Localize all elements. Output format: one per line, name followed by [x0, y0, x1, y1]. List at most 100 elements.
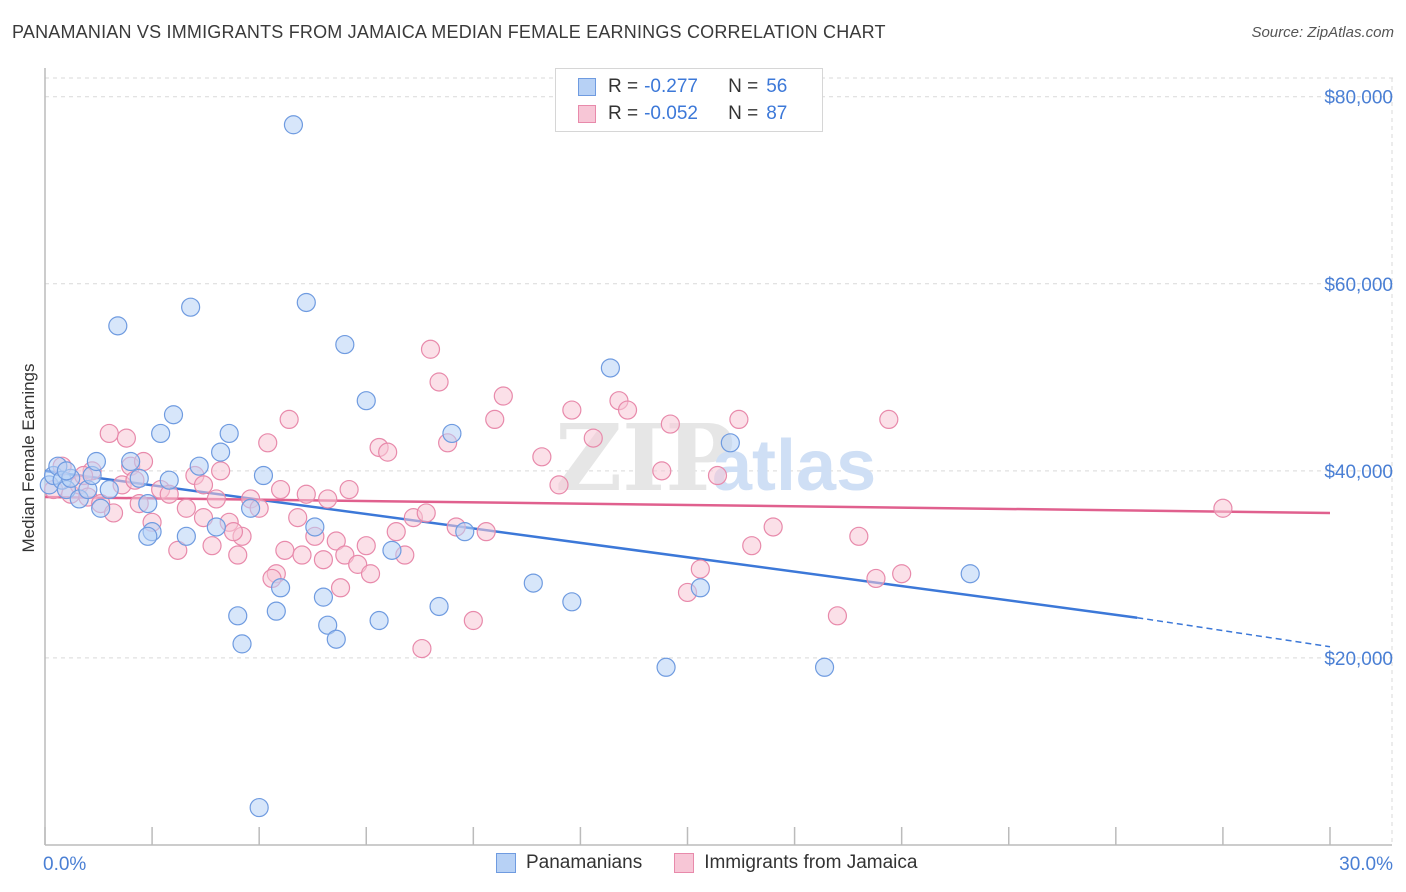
point-jamaica — [386, 522, 406, 542]
point-jamaica — [742, 536, 762, 556]
point-panamanian — [960, 564, 980, 584]
point-jamaica — [827, 606, 848, 626]
trendline-panamanians — [44, 469, 1138, 619]
point-panamanian — [313, 587, 334, 607]
point-jamaica — [463, 610, 483, 631]
point-panamanian — [249, 797, 269, 818]
point-panamanian — [232, 634, 252, 654]
point-jamaica — [339, 479, 359, 500]
stats-legend: R = -0.277 N = 56 R = -0.052 N = 87 — [555, 68, 823, 132]
point-jamaica — [288, 508, 308, 528]
point-panamanian — [121, 451, 141, 472]
y-axis-label: Median Female Earnings — [19, 364, 38, 553]
point-jamaica — [763, 517, 783, 537]
point-panamanian — [129, 468, 149, 488]
point-panamanian — [176, 526, 196, 546]
point-panamanian — [266, 601, 286, 621]
legend-row-panamanians: R = -0.277 N = 56 — [578, 75, 787, 99]
point-panamanian — [241, 498, 261, 518]
y-tick-label: $60,000 — [1324, 275, 1393, 296]
point-panamanian — [56, 461, 77, 481]
point-panamanian — [814, 657, 835, 677]
point-panamanian — [600, 358, 621, 378]
legend-item-panamanians: Panamanians — [496, 852, 642, 874]
point-panamanian — [181, 297, 201, 317]
point-jamaica — [292, 545, 312, 565]
source-label: Source: ZipAtlas.com — [1251, 24, 1394, 41]
legend-item-jamaica: Immigrants from Jamaica — [674, 852, 917, 874]
point-jamaica — [849, 526, 869, 546]
point-jamaica — [275, 540, 295, 560]
point-jamaica — [258, 433, 278, 453]
point-panamanian — [296, 292, 316, 313]
point-panamanian — [369, 610, 389, 631]
data-points — [39, 115, 1233, 818]
point-panamanian — [356, 391, 376, 411]
point-jamaica — [562, 400, 582, 420]
point-jamaica — [348, 554, 368, 574]
point-panamanian — [138, 526, 158, 546]
series-legend: Panamanians Immigrants from Jamaica — [496, 852, 949, 874]
point-jamaica — [330, 578, 351, 598]
blue-swatch — [578, 78, 596, 96]
point-jamaica — [532, 447, 552, 467]
point-jamaica — [279, 409, 299, 430]
point-jamaica — [318, 489, 338, 509]
point-jamaica — [193, 475, 214, 495]
point-panamanian — [91, 498, 111, 518]
n-value: 56 — [766, 76, 788, 97]
point-jamaica — [707, 465, 728, 486]
chart-title: PANAMANIAN VS IMMIGRANTS FROM JAMAICA ME… — [12, 22, 886, 42]
r-label: R = — [608, 103, 639, 124]
point-jamaica — [476, 522, 496, 542]
point-panamanian — [562, 592, 582, 612]
point-jamaica — [202, 536, 222, 556]
n-value: 87 — [766, 103, 788, 124]
point-jamaica — [690, 559, 710, 579]
r-label: R = — [608, 76, 639, 97]
point-jamaica — [116, 428, 136, 448]
point-panamanian — [99, 479, 119, 500]
watermark: ZIP atlas — [555, 404, 876, 512]
point-jamaica — [378, 442, 398, 462]
point-panamanian — [219, 423, 239, 444]
r-value: -0.277 — [644, 76, 698, 97]
point-jamaica — [206, 489, 226, 509]
point-jamaica — [356, 536, 376, 556]
r-value: -0.052 — [644, 103, 698, 124]
y-tick-label: $40,000 — [1324, 462, 1393, 483]
point-panamanian — [108, 316, 128, 336]
point-panamanian — [442, 423, 462, 444]
point-panamanian — [163, 405, 184, 425]
point-jamaica — [416, 503, 436, 523]
point-jamaica — [335, 545, 355, 565]
point-panamanian — [211, 442, 231, 462]
watermark-atlas: atlas — [712, 426, 876, 506]
point-panamanian — [382, 540, 402, 560]
point-jamaica — [313, 550, 334, 570]
point-jamaica — [420, 339, 441, 359]
n-label: N = — [728, 76, 759, 97]
point-panamanian — [429, 596, 449, 617]
point-panamanian — [189, 456, 209, 476]
x-tick-label: 0.0% — [43, 854, 86, 875]
y-tick-label: $80,000 — [1324, 88, 1393, 109]
point-jamaica — [296, 484, 316, 504]
point-jamaica — [493, 386, 513, 406]
pink-swatch — [674, 853, 695, 873]
point-jamaica — [412, 638, 432, 659]
point-jamaica — [326, 531, 346, 551]
point-jamaica — [176, 498, 196, 518]
point-jamaica — [485, 409, 505, 430]
point-jamaica — [652, 461, 672, 481]
tick-labels: $20,000 $40,000 $60,000 $80,000 0.0% 30.0% — [43, 88, 1393, 875]
point-jamaica — [360, 564, 381, 584]
point-panamanian — [305, 517, 325, 537]
legend-label: Immigrants from Jamaica — [704, 852, 918, 873]
point-panamanian — [270, 578, 291, 598]
point-jamaica — [729, 409, 749, 430]
point-jamaica — [99, 423, 119, 444]
n-label: N = — [728, 103, 759, 124]
point-panamanian — [206, 517, 226, 537]
